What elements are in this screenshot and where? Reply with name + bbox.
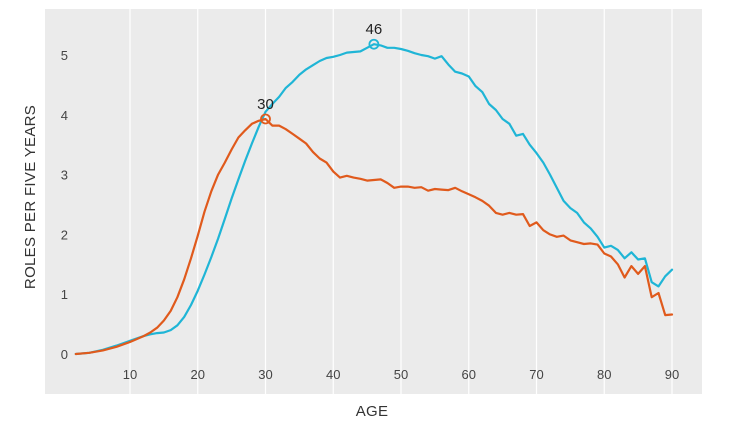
peak-label-1: 46: [366, 21, 383, 38]
x-tick-label: 70: [529, 367, 543, 382]
x-tick-label: 80: [597, 367, 611, 382]
peak-marker-1: [368, 38, 380, 50]
x-tick-label: 30: [258, 367, 272, 382]
series-line-2: [74, 117, 674, 356]
y-tick-labels: 0 1 2 3 4 5: [61, 48, 68, 362]
y-tick-label: 5: [61, 48, 68, 63]
peak-marker-2: [260, 113, 271, 125]
x-tick-label: 10: [123, 367, 137, 382]
x-tick-label: 20: [191, 367, 205, 382]
x-tick-label: 40: [326, 367, 340, 382]
y-tick-label: 4: [61, 108, 68, 123]
series-line-1: [74, 43, 674, 356]
x-axis-title: AGE: [356, 403, 389, 420]
y-tick-label: 3: [61, 168, 68, 183]
x-tick-labels: 10 20 30 40 50 60 70 80 90: [123, 367, 679, 382]
x-tick-label: 50: [394, 367, 408, 382]
y-axis-title: ROLES PER FIVE YEARS: [22, 105, 39, 289]
y-tick-label: 2: [61, 227, 68, 242]
x-tick-label: 90: [665, 367, 679, 382]
peak-markers: 46 30: [257, 21, 383, 125]
x-tick-label: 60: [462, 367, 476, 382]
vertical-gridlines: [129, 9, 673, 394]
y-tick-label: 1: [61, 287, 68, 302]
series-lines: [74, 43, 674, 356]
y-tick-label: 0: [61, 347, 68, 362]
peak-label-2: 30: [257, 96, 274, 113]
